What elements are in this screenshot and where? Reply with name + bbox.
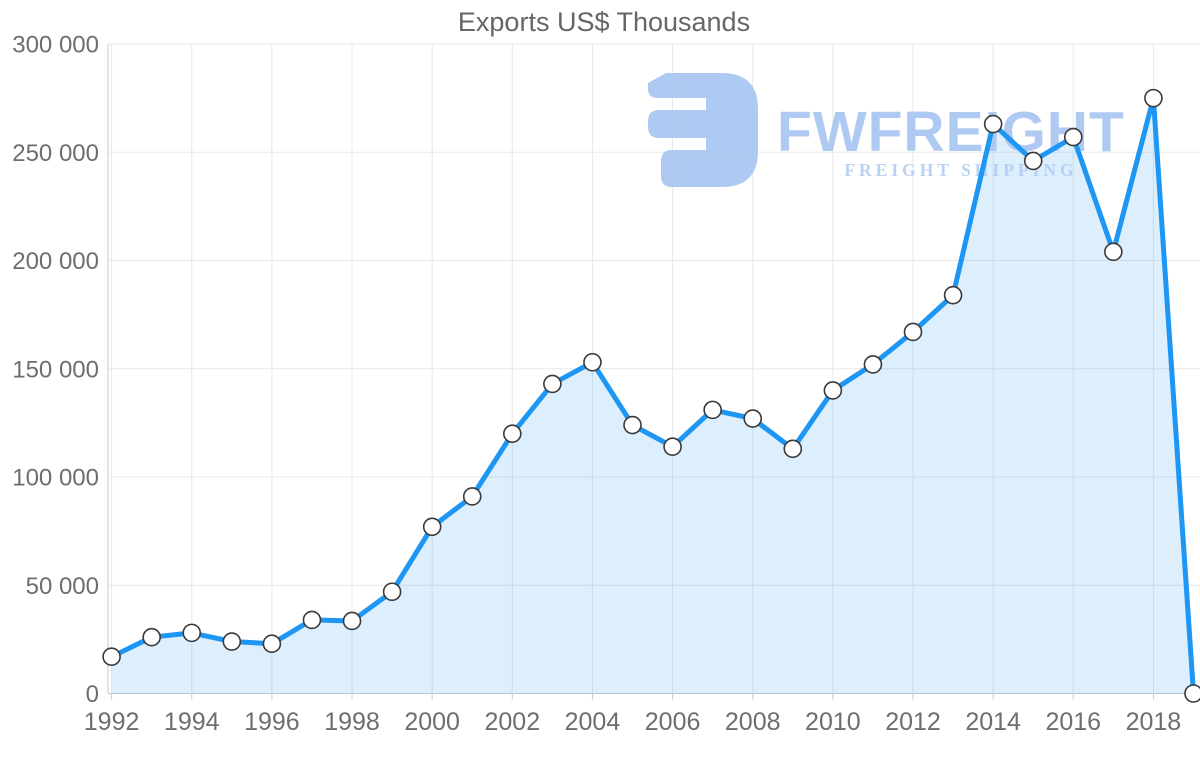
x-tick-label: 1996 xyxy=(244,708,300,736)
x-tick-label: 2012 xyxy=(885,708,941,736)
data-point-marker[interactable] xyxy=(142,627,161,647)
x-tick-label: 1994 xyxy=(164,708,220,736)
data-point-marker[interactable] xyxy=(743,409,763,428)
x-tick-label: 1998 xyxy=(324,708,380,736)
y-axis-labels: 0 50 000 100 000 150 000 200 000 250 000 300 0… xyxy=(12,32,99,709)
data-point-marker[interactable] xyxy=(663,437,682,456)
data-point-marker[interactable] xyxy=(903,322,923,342)
x-axis-labels: 1992 1994 1996 1998 2000 2002 2004 2006 2008 2010… xyxy=(84,708,1181,736)
data-point-marker[interactable] xyxy=(342,611,362,631)
x-tick-label: 2018 xyxy=(1126,708,1182,736)
data-point-marker[interactable] xyxy=(1023,151,1043,171)
x-tick-label: 2000 xyxy=(404,708,460,736)
data-point-marker[interactable] xyxy=(583,352,602,372)
watermark-subtitle-text: FREIGHT SHIPPING xyxy=(844,160,1077,180)
data-point-marker[interactable] xyxy=(222,632,242,651)
axes xyxy=(107,44,1154,700)
data-point-marker[interactable] xyxy=(262,634,282,654)
y-tick-label: 100 000 xyxy=(12,465,99,492)
data-point-marker[interactable] xyxy=(863,355,883,374)
data-point-marker[interactable] xyxy=(1144,88,1163,108)
series-line xyxy=(109,95,1196,696)
y-tick-label: 150 000 xyxy=(12,356,99,383)
data-point-marker[interactable] xyxy=(943,285,963,305)
watermark: FWFREIGHT FREIGHT SHIPPING xyxy=(648,73,1124,187)
series-area-fill xyxy=(111,98,1194,694)
x-tick-label: 2016 xyxy=(1045,708,1101,736)
y-tick-label: 200 000 xyxy=(12,248,99,275)
x-tick-label: 2008 xyxy=(725,708,781,736)
data-point-markers xyxy=(102,88,1200,703)
y-tick-label: 300 000 xyxy=(12,32,99,59)
y-tick-label: 50 000 xyxy=(26,573,99,600)
data-point-marker[interactable] xyxy=(623,415,642,435)
data-point-marker[interactable] xyxy=(182,623,202,643)
data-point-marker[interactable] xyxy=(703,400,722,420)
data-point-marker[interactable] xyxy=(382,582,402,602)
chart-title: Exports US$ Thousands xyxy=(458,7,750,37)
y-tick-label: 0 xyxy=(86,681,99,708)
x-tick-label: 2004 xyxy=(565,708,621,736)
data-point-marker[interactable] xyxy=(983,114,1003,134)
data-point-marker[interactable] xyxy=(462,487,482,506)
data-point-marker[interactable] xyxy=(1063,127,1083,147)
x-tick-label: 2006 xyxy=(645,708,701,736)
data-point-marker[interactable] xyxy=(502,424,522,444)
fwfreight-logo-icon xyxy=(648,73,758,187)
x-tick-label: 2010 xyxy=(805,708,861,736)
y-tick-label: 250 000 xyxy=(12,140,99,167)
data-point-marker[interactable] xyxy=(302,610,322,630)
data-point-marker[interactable] xyxy=(102,647,121,666)
x-tick-label: 2002 xyxy=(484,708,540,736)
data-point-marker[interactable] xyxy=(783,439,803,459)
x-tick-label: 2014 xyxy=(965,708,1021,736)
data-point-marker[interactable] xyxy=(823,381,843,400)
data-point-marker[interactable] xyxy=(543,374,562,394)
data-point-marker[interactable] xyxy=(422,517,442,537)
data-point-marker[interactable] xyxy=(1184,684,1200,703)
x-tick-label: 1992 xyxy=(84,708,140,736)
data-point-marker[interactable] xyxy=(1104,242,1123,262)
